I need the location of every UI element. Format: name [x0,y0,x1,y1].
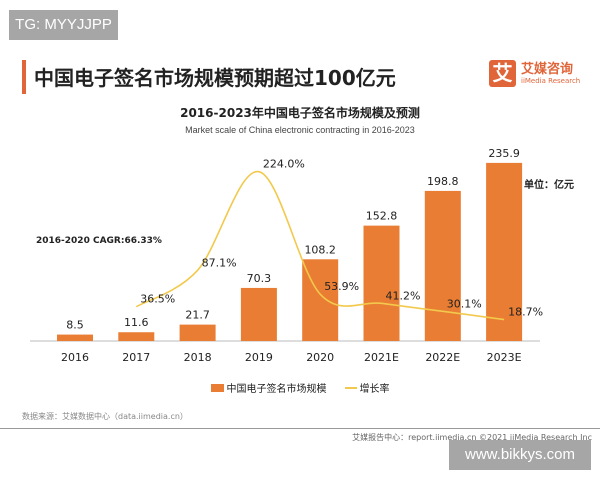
unit-label: 单位：亿元 [524,180,574,191]
cagr-annotation: 2016-2020 CAGR:66.33% [36,236,162,246]
x-tick-label: 2016 [61,351,89,364]
rate-label: 18.7% [508,306,543,319]
rate-label: 224.0% [263,158,305,171]
x-tick-label: 2023E [487,351,522,364]
rate-label: 36.5% [140,293,175,306]
x-tick-label: 2019 [245,351,273,364]
logo-mark: 艾 [489,60,516,87]
rate-label: 41.2% [386,289,421,302]
bar-value-label: 198.8 [427,175,459,188]
rate-label: 30.1% [447,297,482,310]
bar [240,287,277,341]
bar-value-label: 21.7 [185,309,210,322]
bar-value-label: 11.6 [124,316,149,329]
chart-title: 2016-2023年中国电子签名市场规模及预测 [180,106,420,120]
legend-item-line: 增长率 [344,380,390,395]
bar-value-label: 8.5 [66,319,84,332]
logo-cn: 艾媒咨询 [521,61,574,77]
bar [486,162,523,341]
x-tick-label: 2021E [364,351,399,364]
bar-value-label: 152.8 [366,210,398,223]
headline-accent [22,60,26,94]
page-title: 中国电子签名市场规模预期超过100亿元 [34,66,396,90]
bar-value-label: 108.2 [304,243,336,256]
logo: 艾 艾媒咨询 iiMedia Research [489,60,580,87]
bar [57,334,93,341]
legend-swatch-bar [210,383,224,392]
watermark-bottom: www.bikkys.com [449,440,591,470]
bar [424,190,461,341]
footer-credit: 艾媒报告中心：report.iimedia.cn ©2021 iiMedia R… [352,433,592,442]
legend-label-bar: 中国电子签名市场规模 [226,384,327,395]
bar [179,324,216,341]
bar-value-label: 70.3 [247,272,272,285]
legend: 中国电子签名市场规模 增长率 [0,380,600,395]
rate-label: 53.9% [324,280,359,293]
watermark-top: TG: MYYJJPP [9,10,118,40]
legend-swatch-line [344,386,357,389]
footer-divider [0,428,600,429]
chart-subtitle: Market scale of China electronic contrac… [185,125,415,135]
rate-label: 87.1% [202,256,237,269]
x-tick-label: 2020 [306,351,334,364]
bar [118,332,155,341]
bar-value-label: 235.9 [488,147,520,160]
logo-en: iiMedia Research [521,76,581,85]
x-tick-label: 2018 [184,351,212,364]
growth-rate-line [135,170,505,321]
x-tick-label: 2022E [425,351,460,364]
legend-item-bar: 中国电子签名市场规模 [210,380,327,395]
legend-label-line: 增长率 [359,384,390,395]
x-tick-label: 2017 [122,351,150,364]
bar [363,225,400,341]
data-source: 数据来源：艾媒数据中心（data.iimedia.cn） [22,412,188,421]
